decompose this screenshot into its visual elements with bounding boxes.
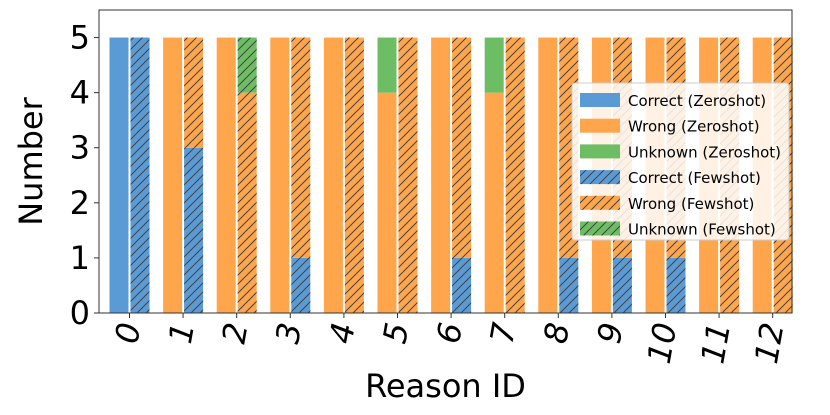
x-tick-label-3: 3: [268, 320, 309, 347]
bar-hatch-3-1: [291, 37, 311, 258]
bar-hatch-7-1: [505, 37, 525, 313]
legend-swatch-2: [580, 144, 620, 159]
bar-hatch-0-0: [130, 37, 150, 313]
y-tick-label-0: 0: [70, 294, 90, 332]
legend: Correct (Zeroshot) Wrong (Zeroshot) Unknow…: [571, 82, 790, 241]
legend-swatch-hatch-5: [580, 221, 620, 236]
legend-label-0: Correct (Zeroshot): [628, 92, 766, 110]
bar-wrong-zeroshot-7: [484, 92, 504, 314]
y-axis: 0 1 2 3 4 5: [70, 19, 99, 332]
bar-wrong-zeroshot-2: [216, 37, 236, 313]
legend-swatch-0: [580, 93, 620, 107]
bar-hatch-2-1: [237, 92, 257, 314]
x-tick-label-12: 12: [747, 320, 791, 367]
legend-label-5: Unknown (Fewshot): [628, 221, 776, 239]
bar-unknown-zeroshot-5: [377, 37, 397, 93]
bar-hatch-1-1: [184, 37, 204, 148]
x-tick-label-2: 2: [215, 320, 256, 347]
bar-wrong-zeroshot-1: [163, 37, 183, 313]
bar-wrong-zeroshot-5: [377, 92, 397, 314]
bar-wrong-zeroshot-4: [323, 37, 343, 313]
bar-hatch-5-1: [398, 37, 418, 313]
x-tick-label-0: 0: [107, 320, 148, 347]
x-tick-label-10: 10: [640, 320, 684, 367]
bar-hatch-4-1: [344, 37, 364, 313]
legend-swatch-hatch-3: [580, 170, 620, 185]
bar-hatch-2-2: [237, 37, 257, 93]
y-axis-label: Number: [12, 96, 50, 225]
legend-box: [571, 82, 790, 241]
bar-wrong-zeroshot-8: [538, 37, 558, 313]
legend-label-1: Wrong (Zeroshot): [628, 118, 760, 136]
bar-hatch-6-0: [452, 257, 472, 313]
x-tick-label-4: 4: [322, 320, 363, 347]
bar-wrong-zeroshot-6: [431, 37, 451, 313]
y-tick-label-4: 4: [70, 74, 90, 112]
x-tick-label-11: 11: [693, 320, 737, 367]
legend-swatch-1: [580, 118, 620, 133]
x-tick-label-9: 9: [590, 320, 631, 347]
x-tick-label-7: 7: [483, 319, 524, 346]
x-axis: 0 1 2 3 4 5 6 7 8 9 10 11 12: [107, 313, 792, 367]
plot-frame: [98, 9, 793, 314]
bar-wrong-zeroshot-3: [270, 37, 290, 313]
x-axis-label: Reason ID: [365, 367, 526, 405]
bar-hatch-8-0: [559, 257, 579, 313]
y-tick-label-2: 2: [70, 184, 90, 222]
y-tick-label-3: 3: [70, 129, 90, 167]
bar-unknown-zeroshot-7: [484, 37, 504, 93]
y-tick-label-1: 1: [70, 239, 90, 277]
x-tick-label-8: 8: [536, 320, 577, 347]
x-tick-label-6: 6: [429, 320, 470, 347]
legend-label-4: Wrong (Fewshot): [628, 195, 754, 213]
bar-correct-zeroshot-0: [109, 37, 129, 313]
x-tick-label-1: 1: [161, 320, 202, 347]
bar-hatch-1-0: [184, 147, 204, 313]
x-tick-label-5: 5: [375, 320, 416, 347]
legend-label-3: Correct (Fewshot): [628, 169, 761, 187]
bar-hatch-3-0: [291, 257, 311, 313]
bar-hatch-9-0: [612, 257, 632, 313]
y-tick-label-5: 5: [70, 19, 90, 57]
bar-hatch-6-1: [452, 37, 472, 258]
bar-hatch-10-0: [666, 257, 686, 313]
legend-label-2: Unknown (Zeroshot): [628, 143, 781, 161]
legend-swatch-hatch-4: [580, 195, 620, 210]
